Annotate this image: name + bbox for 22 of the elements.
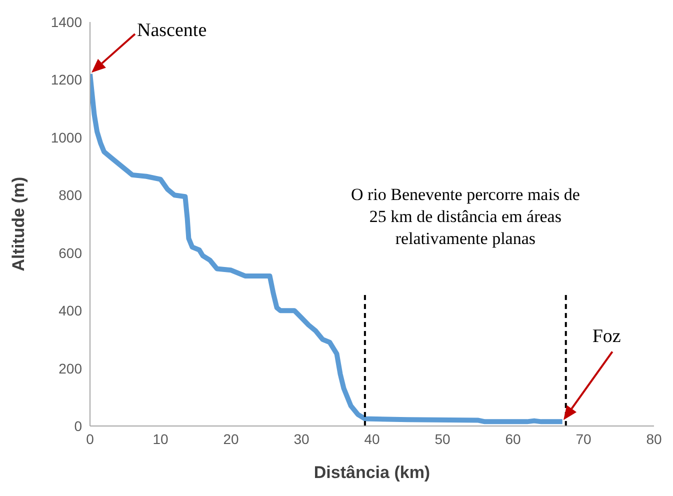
x-tick-label: 40 [364,430,380,447]
x-tick-label: 60 [505,430,521,447]
annotation: Nascente [137,20,207,42]
y-axis-title: Altitude (m) [9,176,28,272]
y-tick-label: 0 [74,418,82,434]
y-tick-label: 400 [58,302,82,319]
annotation: Foz [592,326,621,348]
x-tick-label: 10 [152,430,168,447]
x-tick-label: 70 [576,430,592,447]
x-tick-label: 50 [434,430,450,447]
x-axis-title: Distância (km) [314,463,430,482]
y-tick-label: 1000 [50,129,82,146]
x-tick-label: 30 [294,430,310,447]
y-tick-label: 200 [58,360,82,376]
x-tick-label: 20 [223,430,239,447]
annotation: O rio Benevente percorre mais de 25 km de distância em áreas relativamente planas [350,184,581,250]
y-tick-label: 600 [58,244,82,261]
y-tick-label: 1200 [50,72,82,88]
y-tick-label: 1400 [50,14,82,30]
x-tick-label: 0 [86,430,94,447]
y-tick-label: 800 [58,187,82,204]
x-tick-label: 80 [646,430,662,447]
